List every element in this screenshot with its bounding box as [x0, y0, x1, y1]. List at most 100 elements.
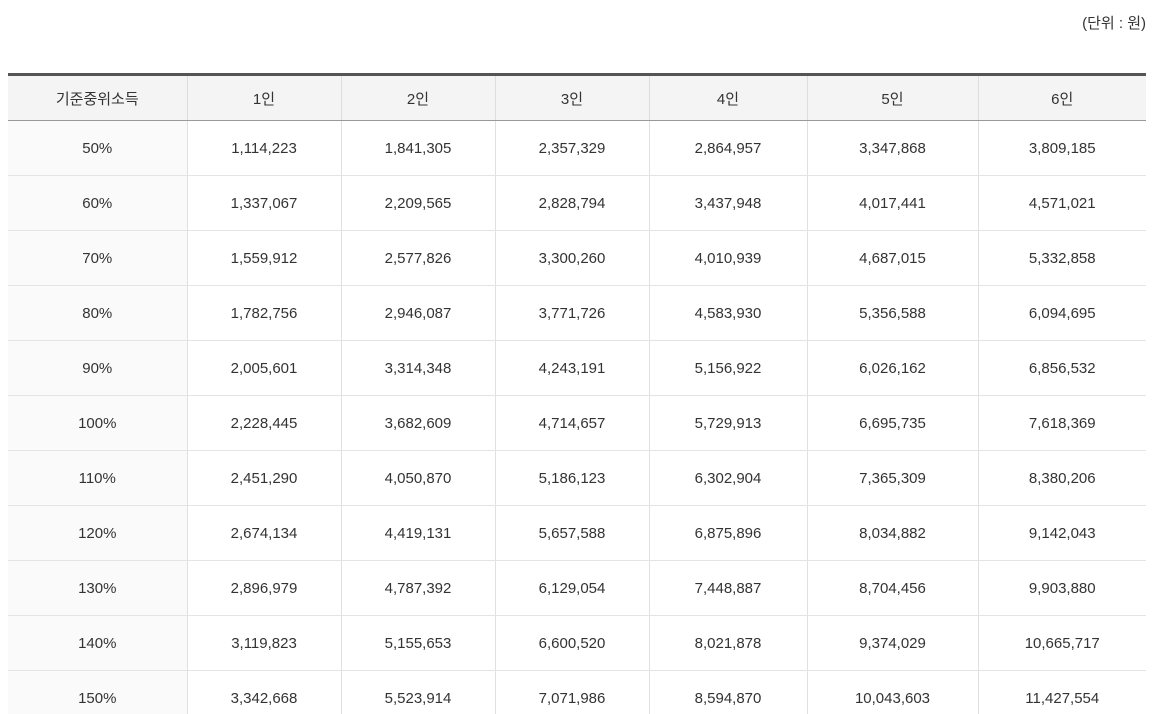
table-row: 120% 2,674,134 4,419,131 5,657,588 6,875,896…: [8, 505, 1146, 561]
value-cell: 2,946,087: [341, 285, 496, 341]
value-cell: 2,357,329: [495, 120, 650, 176]
value-cell: 6,094,695: [978, 285, 1146, 341]
value-cell: 3,300,260: [495, 230, 650, 286]
header-cell-household-size: 4인: [649, 74, 808, 121]
table-row: 70% 1,559,912 2,577,826 3,300,260 4,010,939 4…: [8, 230, 1146, 286]
value-cell: 8,594,870: [649, 670, 808, 714]
value-cell: 9,374,029: [807, 615, 979, 671]
header-cell-household-size: 3인: [495, 74, 650, 121]
value-cell: 7,618,369: [978, 395, 1146, 451]
row-label-cell: 50%: [8, 120, 188, 176]
value-cell: 6,856,532: [978, 340, 1146, 396]
value-cell: 4,017,441: [807, 175, 979, 231]
header-row: 기준중위소득 1인 2인 3인 4인 5인 6인: [8, 74, 1146, 121]
table-row: 50% 1,114,223 1,841,305 2,357,329 2,864,957 3…: [8, 120, 1146, 176]
row-label-cell: 150%: [8, 670, 188, 714]
header-cell-household-size: 1인: [187, 74, 342, 121]
value-cell: 4,571,021: [978, 175, 1146, 231]
value-cell: 6,600,520: [495, 615, 650, 671]
value-cell: 8,021,878: [649, 615, 808, 671]
value-cell: 5,186,123: [495, 450, 650, 506]
value-cell: 11,427,554: [978, 670, 1146, 714]
row-label-cell: 80%: [8, 285, 188, 341]
value-cell: 5,657,588: [495, 505, 650, 561]
header-cell-household-size: 2인: [341, 74, 496, 121]
table-row: 110% 2,451,290 4,050,870 5,186,123 6,302,904…: [8, 450, 1146, 506]
table-body: 50% 1,114,223 1,841,305 2,357,329 2,864,957 3…: [8, 120, 1146, 714]
value-cell: 3,314,348: [341, 340, 496, 396]
table-row: 130% 2,896,979 4,787,392 6,129,054 7,448,887…: [8, 560, 1146, 616]
header-cell-row-label: 기준중위소득: [8, 74, 188, 121]
value-cell: 2,209,565: [341, 175, 496, 231]
value-cell: 2,864,957: [649, 120, 808, 176]
table-row: 100% 2,228,445 3,682,609 4,714,657 5,729,913…: [8, 395, 1146, 451]
value-cell: 8,034,882: [807, 505, 979, 561]
value-cell: 9,142,043: [978, 505, 1146, 561]
value-cell: 4,419,131: [341, 505, 496, 561]
value-cell: 3,119,823: [187, 615, 342, 671]
value-cell: 1,114,223: [187, 120, 342, 176]
value-cell: 4,050,870: [341, 450, 496, 506]
value-cell: 9,903,880: [978, 560, 1146, 616]
table-row: 140% 3,119,823 5,155,653 6,600,520 8,021,878…: [8, 615, 1146, 671]
value-cell: 5,155,653: [341, 615, 496, 671]
value-cell: 7,365,309: [807, 450, 979, 506]
median-income-table: 기준중위소득 1인 2인 3인 4인 5인 6인 50% 1,114,223 1,841,305…: [8, 73, 1146, 714]
value-cell: 5,729,913: [649, 395, 808, 451]
row-label-cell: 60%: [8, 175, 188, 231]
value-cell: 6,302,904: [649, 450, 808, 506]
value-cell: 6,875,896: [649, 505, 808, 561]
value-cell: 3,437,948: [649, 175, 808, 231]
value-cell: 7,071,986: [495, 670, 650, 714]
value-cell: 4,583,930: [649, 285, 808, 341]
table-row: 90% 2,005,601 3,314,348 4,243,191 5,156,922 6…: [8, 340, 1146, 396]
value-cell: 4,687,015: [807, 230, 979, 286]
value-cell: 10,043,603: [807, 670, 979, 714]
value-cell: 6,695,735: [807, 395, 979, 451]
value-cell: 1,559,912: [187, 230, 342, 286]
value-cell: 2,005,601: [187, 340, 342, 396]
value-cell: 3,347,868: [807, 120, 979, 176]
value-cell: 2,577,826: [341, 230, 496, 286]
value-cell: 5,356,588: [807, 285, 979, 341]
value-cell: 4,787,392: [341, 560, 496, 616]
value-cell: 10,665,717: [978, 615, 1146, 671]
value-cell: 8,704,456: [807, 560, 979, 616]
value-cell: 2,451,290: [187, 450, 342, 506]
value-cell: 3,771,726: [495, 285, 650, 341]
value-cell: 1,337,067: [187, 175, 342, 231]
value-cell: 6,129,054: [495, 560, 650, 616]
header-cell-household-size: 5인: [807, 74, 979, 121]
value-cell: 4,010,939: [649, 230, 808, 286]
value-cell: 3,342,668: [187, 670, 342, 714]
row-label-cell: 130%: [8, 560, 188, 616]
value-cell: 2,674,134: [187, 505, 342, 561]
unit-label: (단위 : 원): [1082, 15, 1146, 32]
table-header: 기준중위소득 1인 2인 3인 4인 5인 6인: [8, 74, 1146, 121]
row-label-cell: 140%: [8, 615, 188, 671]
value-cell: 2,828,794: [495, 175, 650, 231]
value-cell: 5,332,858: [978, 230, 1146, 286]
value-cell: 3,682,609: [341, 395, 496, 451]
row-label-cell: 100%: [8, 395, 188, 451]
row-label-cell: 120%: [8, 505, 188, 561]
value-cell: 4,714,657: [495, 395, 650, 451]
value-cell: 5,156,922: [649, 340, 808, 396]
table-row: 80% 1,782,756 2,946,087 3,771,726 4,583,930 5…: [8, 285, 1146, 341]
row-label-cell: 70%: [8, 230, 188, 286]
value-cell: 1,841,305: [341, 120, 496, 176]
header-cell-household-size: 6인: [978, 74, 1146, 121]
value-cell: 6,026,162: [807, 340, 979, 396]
table-row: 60% 1,337,067 2,209,565 2,828,794 3,437,948 4…: [8, 175, 1146, 231]
row-label-cell: 90%: [8, 340, 188, 396]
value-cell: 2,896,979: [187, 560, 342, 616]
value-cell: 8,380,206: [978, 450, 1146, 506]
value-cell: 1,782,756: [187, 285, 342, 341]
row-label-cell: 110%: [8, 450, 188, 506]
table-row: 150% 3,342,668 5,523,914 7,071,986 8,594,870…: [8, 670, 1146, 714]
value-cell: 4,243,191: [495, 340, 650, 396]
value-cell: 3,809,185: [978, 120, 1146, 176]
value-cell: 2,228,445: [187, 395, 342, 451]
value-cell: 7,448,887: [649, 560, 808, 616]
